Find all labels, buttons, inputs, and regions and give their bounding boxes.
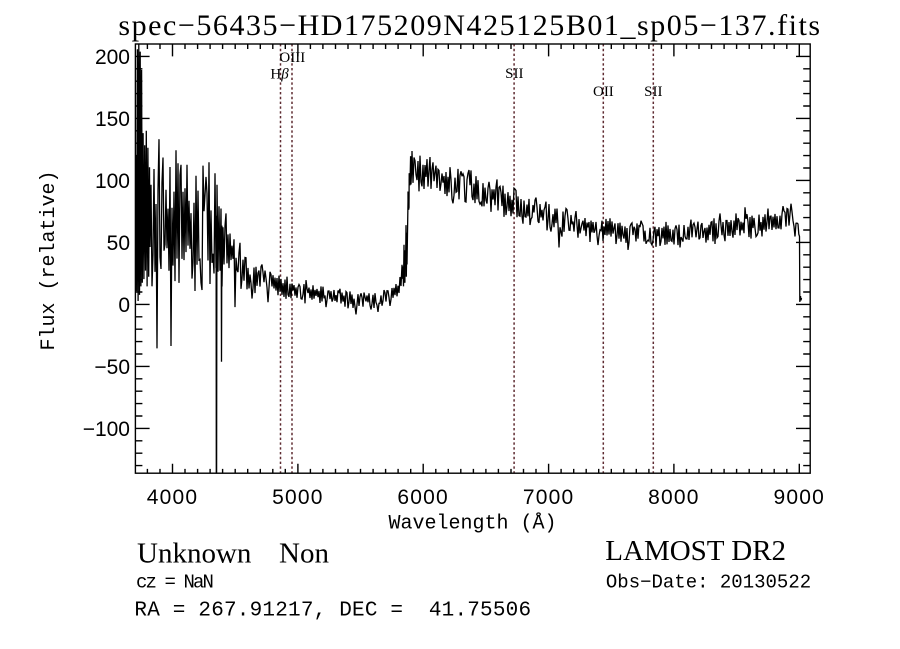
svg-text:50: 50 — [107, 232, 130, 255]
svg-text:OIII: OIII — [279, 50, 305, 66]
svg-text:SII: SII — [644, 84, 662, 100]
svg-text:9000: 9000 — [774, 486, 826, 509]
svg-text:5000: 5000 — [272, 486, 324, 509]
svg-text:SII: SII — [505, 66, 523, 82]
svg-text:4000: 4000 — [147, 486, 199, 509]
svg-text:LAMOST DR2: LAMOST DR2 — [605, 535, 786, 567]
svg-text:Obs−Date: 20130522: Obs−Date: 20130522 — [606, 572, 811, 594]
svg-text:7000: 7000 — [523, 486, 575, 509]
svg-text:Unknown: Unknown — [137, 538, 252, 570]
svg-text:Hβ: Hβ — [270, 67, 289, 83]
svg-text:Wavelength (Å): Wavelength (Å) — [388, 512, 556, 535]
svg-text:150: 150 — [95, 108, 130, 131]
svg-text:0: 0 — [118, 294, 130, 317]
svg-text:8000: 8000 — [648, 486, 700, 509]
svg-text:−50: −50 — [94, 356, 130, 379]
svg-text:OII: OII — [593, 84, 614, 100]
svg-text:−100: −100 — [83, 418, 130, 441]
svg-text:100: 100 — [95, 170, 130, 193]
svg-text:200: 200 — [95, 46, 130, 69]
svg-text:Non: Non — [279, 538, 329, 570]
svg-text:6000: 6000 — [397, 486, 449, 509]
svg-text:RA = 267.91217, DEC = 41.7550: RA = 267.91217, DEC = 41.75506 — [134, 600, 531, 623]
svg-text:Flux (relative): Flux (relative) — [38, 170, 61, 350]
svg-text:spec−56435−HD175209N425125B01_: spec−56435−HD175209N425125B01_sp05−137.f… — [118, 9, 821, 42]
svg-text:cz = NaN: cz = NaN — [136, 572, 213, 594]
